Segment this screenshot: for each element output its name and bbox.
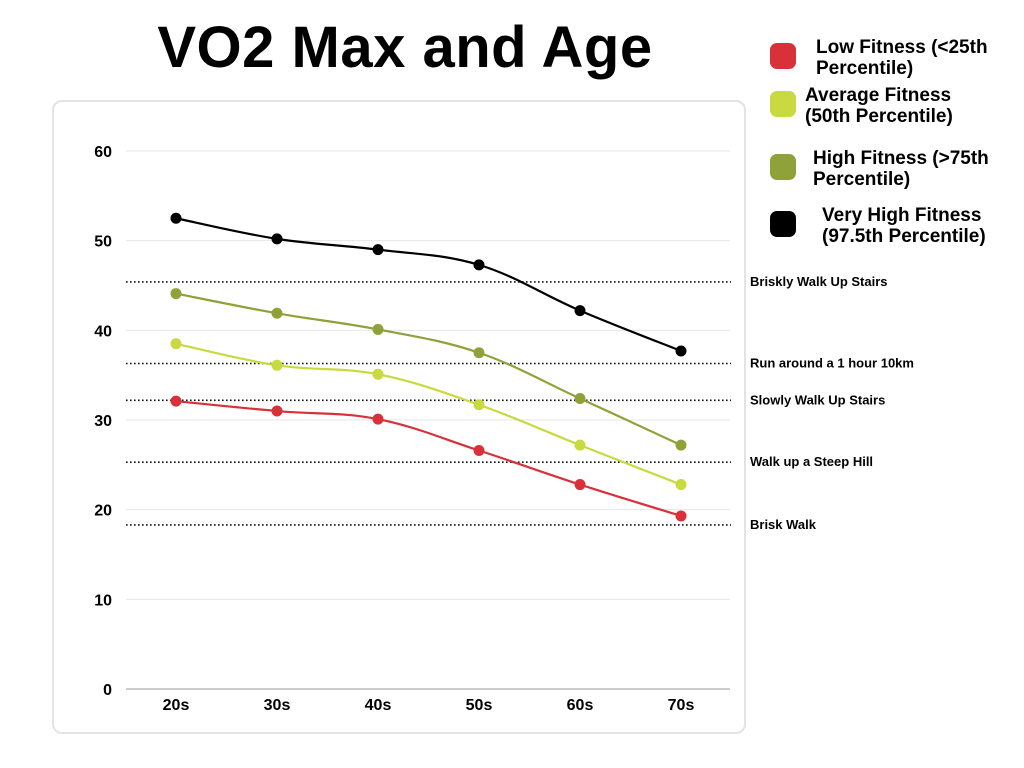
data-point <box>473 347 485 359</box>
chart-title: VO2 Max and Age <box>157 15 653 80</box>
reference-line-label: Brisk Walk <box>750 517 817 532</box>
x-tick-label: 20s <box>163 697 190 714</box>
series-line-2 <box>175 292 682 447</box>
y-tick-label: 30 <box>94 413 112 430</box>
series-line-0 <box>175 400 682 517</box>
data-point <box>170 395 182 407</box>
data-point <box>675 345 687 357</box>
x-tick-label: 50s <box>466 697 493 714</box>
data-point <box>574 392 586 404</box>
x-tick-label: 70s <box>668 697 695 714</box>
y-tick-label: 10 <box>94 592 112 609</box>
data-point <box>170 288 182 300</box>
data-point <box>170 338 182 350</box>
y-tick-label: 40 <box>94 323 112 340</box>
reference-line-label: Walk up a Steep Hill <box>750 454 873 469</box>
data-point <box>170 212 182 224</box>
series-line-3 <box>175 217 682 352</box>
data-point <box>372 368 384 380</box>
legend-label: Low Fitness (<25th Percentile) <box>816 37 988 79</box>
y-tick-label: 0 <box>103 682 112 699</box>
data-point <box>473 259 485 271</box>
data-point <box>675 479 687 491</box>
x-tick-label: 30s <box>264 697 291 714</box>
data-point <box>574 305 586 317</box>
data-point <box>473 399 485 411</box>
legend-swatch <box>770 211 796 237</box>
legend-item: Low Fitness (<25th Percentile) <box>770 37 988 79</box>
x-tick-label: 60s <box>567 697 594 714</box>
legend-swatch <box>770 43 796 69</box>
series-line-1 <box>175 342 682 486</box>
data-point <box>675 510 687 522</box>
y-tick-label: 20 <box>94 503 112 520</box>
y-tick-label: 50 <box>94 234 112 251</box>
y-tick-label: 60 <box>94 144 112 161</box>
x-tick-label: 40s <box>365 697 392 714</box>
reference-line-label: Briskly Walk Up Stairs <box>750 274 888 289</box>
legend-item: Average Fitness (50th Percentile) <box>770 85 953 127</box>
data-point <box>675 439 687 451</box>
legend-item: Very High Fitness (97.5th Percentile) <box>770 205 986 247</box>
data-point <box>372 413 384 425</box>
legend-item: High Fitness (>75th Percentile) <box>770 148 989 190</box>
data-point <box>271 233 283 245</box>
data-point <box>574 439 586 451</box>
data-point <box>574 479 586 491</box>
legend-label: Very High Fitness (97.5th Percentile) <box>822 205 986 247</box>
chart-panel <box>52 100 746 734</box>
reference-line-label: Slowly Walk Up Stairs <box>750 392 885 407</box>
data-point <box>271 405 283 417</box>
legend-label: High Fitness (>75th Percentile) <box>813 148 989 190</box>
legend-label: Average Fitness (50th Percentile) <box>805 85 953 127</box>
reference-line-label: Run around a 1 hour 10km <box>750 356 914 371</box>
data-point <box>271 359 283 371</box>
legend-swatch <box>770 91 796 117</box>
data-point <box>473 444 485 456</box>
data-point <box>271 307 283 319</box>
legend-swatch <box>770 154 796 180</box>
data-point <box>372 244 384 256</box>
data-point <box>372 323 384 335</box>
